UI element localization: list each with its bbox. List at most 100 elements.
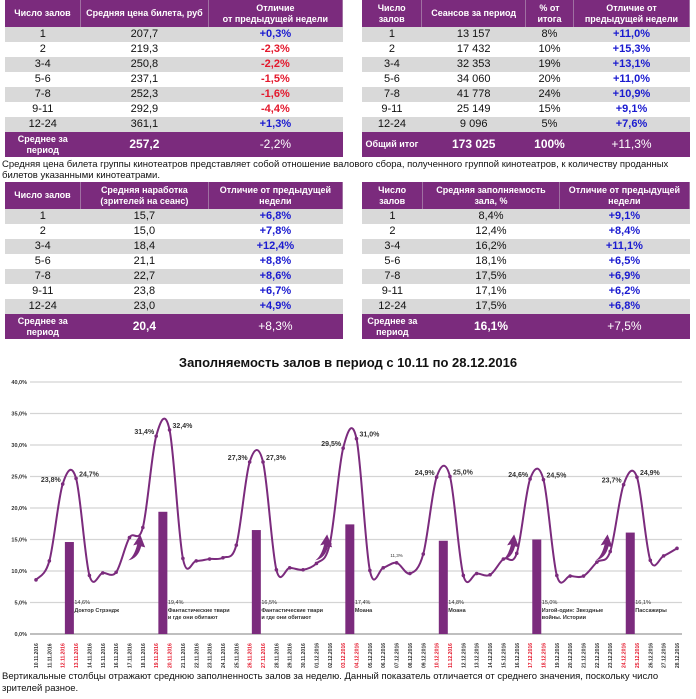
table-cell: +1,3% [208,117,343,132]
column-header: Средняя заполняемость зала, % [422,182,560,209]
x-tick-label: 19.11.2016 [154,643,160,668]
x-tick-label: 15.12.2016 [501,643,507,668]
data-point [648,558,653,563]
total-cell: +7,5% [559,314,690,339]
data-point [408,571,412,576]
table-cell: 12-24 [362,299,423,314]
y-tick-label: 25,0% [11,475,27,481]
bar-value-label: 15,0% [542,600,558,606]
data-point [381,566,386,570]
table-row: 7-8 252,3 -1,6% [5,87,343,102]
table-cell: 17,5% [422,299,560,314]
table-cell: 13 157 [421,27,526,42]
x-tick-label: 21.12.2016 [582,643,588,668]
bar-value-label: 19,4% [168,600,184,606]
weekly-bar [345,524,355,634]
table-cell: +7,8% [259,225,292,237]
column-header: Число залов [362,182,424,209]
viewers-per-session-table: Число залов Средняя наработка (зрителей н… [5,182,344,339]
x-tick-label: 19.12.2016 [555,643,561,668]
x-tick-label: 30.11.2016 [301,643,307,668]
data-point [261,460,265,464]
x-tick-label: 29.11.2016 [288,643,294,668]
x-tick-label: 25.12.2016 [635,643,641,668]
data-point [341,446,345,450]
x-tick-label: 24.12.2016 [622,643,628,668]
x-tick-label: 24.11.2016 [221,643,227,668]
point-label: 29,5% [321,441,342,448]
trend-up-arrow-icon [502,534,520,561]
trend-up-arrow-icon [315,534,333,561]
table-row: 3-4 32 353 19% +13,1% [362,57,690,72]
table-cell: +6,9% [559,269,690,284]
x-tick-label: 01.12.2016 [314,643,320,668]
table-cell: +4,9% [208,299,343,314]
x-tick-label: 10.11.2016 [34,643,40,668]
table-cell: +11,0% [573,27,690,42]
table-cell: +6,8% [559,299,690,314]
column-header: Отличие от предыдущей недели [208,0,344,27]
table-cell: 3-4 [5,57,81,72]
point-label: 23,8% [41,477,62,484]
table-cell: 292,9 [130,103,159,115]
data-point [194,559,199,563]
table-cell: 10% [538,43,561,55]
weekly-bar [625,532,635,634]
table-row: 2 15,0 +7,8% [5,224,343,239]
data-point [661,554,666,558]
table-cell: 7-8 [362,269,423,284]
table-row: 7-8 41 778 24% +10,9% [362,87,690,102]
x-tick-label: 02.12.2016 [328,643,334,668]
table-cell: +9,1% [559,209,690,224]
table-cell: 9-11 [32,103,54,115]
table-cell: 9 096 [421,117,526,132]
x-tick-label: 28.11.2016 [274,643,280,668]
table-cell: 361,1 [80,117,209,132]
table-cell: 2 [39,225,46,237]
table-cell: -2,3% [261,43,290,55]
data-point [514,551,519,556]
table-row: 3-4 18,4 +12,4% [5,239,343,254]
table-cell: 23,8 [133,285,156,297]
x-tick-label: 23.12.2016 [608,643,614,668]
weekly-bar [158,511,168,634]
x-tick-label: 11.11.2016 [47,643,53,668]
total-cell: Среднее за период [362,314,423,339]
point-label: 31,4% [134,429,155,436]
table-cell: 1 [362,27,422,42]
total-cell: 100% [525,132,574,157]
data-point [581,574,586,578]
point-label: 27,3% [228,455,249,462]
table-row: 7-8 17,5% +6,9% [362,269,690,284]
x-tick-label: 18.11.2016 [141,643,147,668]
table-row: 3-4 16,2% +11,1% [362,239,690,254]
table-cell: 8,4% [422,209,560,224]
table-cell: 32 353 [421,57,526,72]
table-cell: 12,4% [475,225,507,237]
data-point [100,571,105,575]
data-point [595,560,599,564]
table-row: 9-11 25 149 15% +9,1% [362,102,690,117]
x-tick-label: 17.11.2016 [127,643,133,668]
data-point [207,557,212,561]
y-tick-label: 30,0% [11,443,27,449]
occupancy-chart: 0,0% 5,0% 10,0% 15,0% 20,0% 25,0% 30,0% 35,0% 40… [11,380,682,668]
data-point [635,475,639,479]
table-cell: -1,6% [208,87,343,102]
data-point [314,561,319,566]
x-tick-label: 22.12.2016 [595,643,601,668]
data-point [287,566,292,570]
x-tick-label: 25.11.2016 [234,643,240,668]
table-cell: 12-24 [5,299,81,314]
data-point [474,571,479,576]
table-cell: 19% [525,57,574,72]
x-tick-label: 16.12.2016 [515,643,521,668]
point-label: 32,4% [173,423,194,430]
trend-up-arrow-icon [595,534,613,561]
data-point [127,535,132,540]
x-tick-label: 14.11.2016 [87,643,93,668]
table-cell: +8,4% [608,225,641,237]
table-cell: 207,7 [80,27,209,42]
table-row: 12-24 23,0 +4,9% [5,299,343,314]
x-tick-label: 03.12.2016 [341,643,347,668]
